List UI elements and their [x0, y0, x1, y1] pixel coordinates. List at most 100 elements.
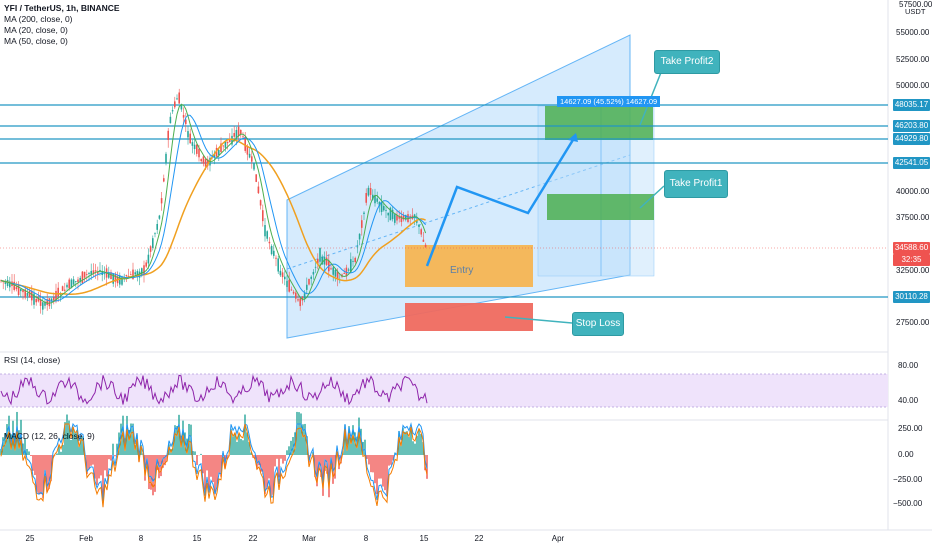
entry-zone[interactable] — [405, 245, 533, 287]
candle-body — [372, 194, 374, 200]
currency-label[interactable]: USDT — [905, 7, 926, 16]
time-tick: 25 — [25, 534, 35, 543]
rsi-legend[interactable]: RSI (14, close) — [4, 355, 61, 365]
macd-bar — [220, 455, 222, 477]
take-profit1-zone[interactable] — [547, 194, 654, 220]
candle-body — [213, 154, 216, 158]
candle-body — [262, 210, 264, 222]
macd-bar — [400, 442, 402, 455]
candle-body — [286, 280, 288, 287]
candle-body — [308, 278, 310, 285]
ma200-legend[interactable]: MA (200, close, 0) — [4, 14, 73, 24]
current-price-label[interactable]: 34588.60 — [893, 242, 930, 254]
candle-body — [141, 268, 143, 276]
stop-loss-zone[interactable] — [405, 303, 533, 331]
candle-body — [303, 293, 306, 299]
candle-body — [306, 284, 308, 290]
candle-body — [317, 259, 319, 264]
candle-body — [28, 290, 31, 298]
macd-bar — [24, 438, 26, 455]
macd-bar — [38, 455, 40, 495]
macd-bar — [196, 455, 198, 465]
rsi-line — [0, 374, 428, 406]
candle-body — [189, 133, 191, 144]
candle-body — [24, 289, 26, 298]
candle-body — [284, 276, 286, 280]
candle-body — [167, 130, 169, 140]
level-label[interactable]: 42541.05 — [893, 157, 930, 169]
macd-bar — [50, 455, 52, 482]
macd-bar — [346, 447, 348, 455]
macd-tick: 250.00 — [898, 424, 923, 433]
macd-bar — [404, 431, 406, 455]
level-label[interactable]: 46203.80 — [893, 120, 930, 132]
macd-bar — [420, 434, 422, 455]
level-label[interactable]: 44929.80 — [893, 133, 930, 145]
candle-body — [233, 133, 235, 137]
macd-bar — [66, 414, 68, 455]
candle-body — [160, 198, 163, 204]
price-candles — [0, 88, 427, 315]
candle-body — [361, 220, 363, 228]
candle-body — [158, 215, 161, 219]
candle-body — [321, 256, 323, 265]
candle-body — [389, 207, 392, 221]
candle-body — [301, 296, 304, 301]
candle-body — [347, 269, 350, 271]
symbol-title[interactable]: YFI / TetherUS, 1h, BINANCE — [4, 3, 120, 13]
macd-bar — [358, 417, 360, 455]
macd-bar — [230, 428, 232, 455]
take-profit2-zone[interactable] — [545, 106, 653, 140]
take-profit2-callout[interactable]: Take Profit2 — [654, 50, 720, 74]
candle-body — [35, 298, 37, 303]
candle-body — [88, 272, 90, 274]
macd-bar — [174, 425, 176, 455]
candle-body — [350, 259, 352, 273]
macd-bar — [328, 455, 330, 498]
candle-body — [222, 145, 224, 147]
candle-body — [70, 279, 73, 289]
macd-bar — [302, 424, 304, 455]
macd-bar — [108, 455, 110, 460]
measure-label[interactable]: 14627.09 (45.52%) 14627.09 — [557, 96, 661, 107]
macd-bar — [350, 436, 352, 455]
ma20-legend[interactable]: MA (20, close, 0) — [4, 25, 68, 35]
entry-label: Entry — [450, 265, 474, 276]
macd-bar — [386, 455, 388, 495]
candle-body — [94, 270, 97, 272]
candle-body — [55, 290, 57, 302]
macd-bar — [376, 455, 378, 495]
candle-body — [20, 289, 22, 292]
take-profit1-callout[interactable]: Take Profit1 — [664, 170, 728, 198]
macd-bar — [344, 424, 346, 455]
candle-body — [42, 302, 44, 310]
candle-body — [240, 129, 242, 135]
time-tick: 15 — [419, 534, 429, 543]
macd-bar — [214, 455, 216, 495]
macd-bar — [382, 455, 384, 487]
candle-body — [378, 201, 381, 207]
projection-path[interactable] — [425, 134, 578, 267]
candle-body — [367, 187, 370, 196]
candle-body — [352, 261, 354, 262]
level-label[interactable]: 48035.17 — [893, 99, 930, 111]
macd-bar — [366, 455, 368, 459]
macd-bar — [374, 455, 376, 484]
macd-bar — [284, 455, 286, 461]
macd-bar — [46, 455, 48, 493]
macd-bar — [300, 413, 302, 455]
macd-bar — [272, 455, 274, 495]
level-label[interactable]: 30110.28 — [893, 291, 930, 303]
candle-body — [108, 272, 110, 278]
candle-body — [15, 287, 18, 290]
macd-bar — [380, 455, 382, 479]
macd-bar — [0, 448, 2, 455]
macd-tick: −500.00 — [893, 499, 923, 508]
candle-body — [207, 159, 209, 166]
candle-body — [422, 239, 425, 242]
candle-body — [343, 272, 345, 274]
macd-legend[interactable]: MACD (12, 26, close, 9) — [4, 431, 95, 441]
ma50-legend[interactable]: MA (50, close, 0) — [4, 36, 68, 46]
stop-loss-callout[interactable]: Stop Loss — [572, 312, 624, 336]
